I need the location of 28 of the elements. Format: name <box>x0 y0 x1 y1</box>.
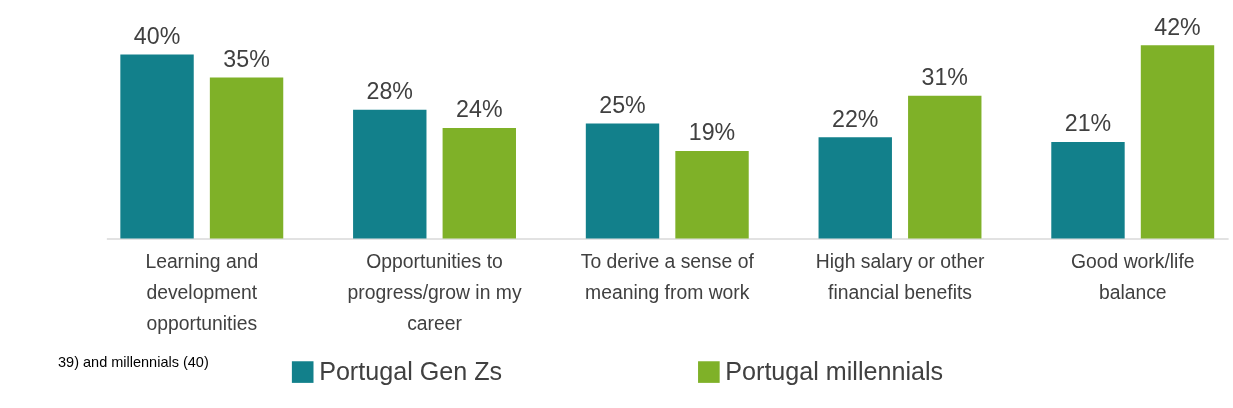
data-label: 19% <box>688 119 736 146</box>
x-tick-label: Opportunities to progress/grow in my career <box>347 250 522 334</box>
data-label: 28% <box>366 78 413 105</box>
bar <box>209 77 284 239</box>
legend-label: Portugal millennials <box>725 356 944 385</box>
x-tick-label: Learning and development opportunities <box>145 250 259 334</box>
bar <box>442 128 516 239</box>
bar <box>675 151 749 239</box>
bar <box>1140 45 1215 239</box>
bar <box>353 109 427 239</box>
text: 39) and millennials (40) <box>58 354 209 371</box>
x-tick-label: High salary or other financial benefits <box>815 250 985 304</box>
data-label: 22% <box>832 105 879 132</box>
data-label: 40% <box>133 22 181 49</box>
legend-label: Portugal Gen Zs <box>319 356 503 385</box>
x-tick-label: To derive a sense of meaning from work <box>580 250 755 304</box>
data-label: 25% <box>599 91 646 118</box>
data-label: 35% <box>223 45 270 72</box>
bar <box>120 54 194 239</box>
x-tick-label: Good work/life balance <box>1070 250 1195 304</box>
bar <box>908 95 982 239</box>
data-label: 42% <box>1154 13 1201 40</box>
data-label: 24% <box>456 96 503 123</box>
data-label: 31% <box>921 64 968 91</box>
bar <box>818 137 892 239</box>
data-label: 21% <box>1064 110 1112 137</box>
bar <box>585 123 660 239</box>
bar <box>1051 141 1125 239</box>
